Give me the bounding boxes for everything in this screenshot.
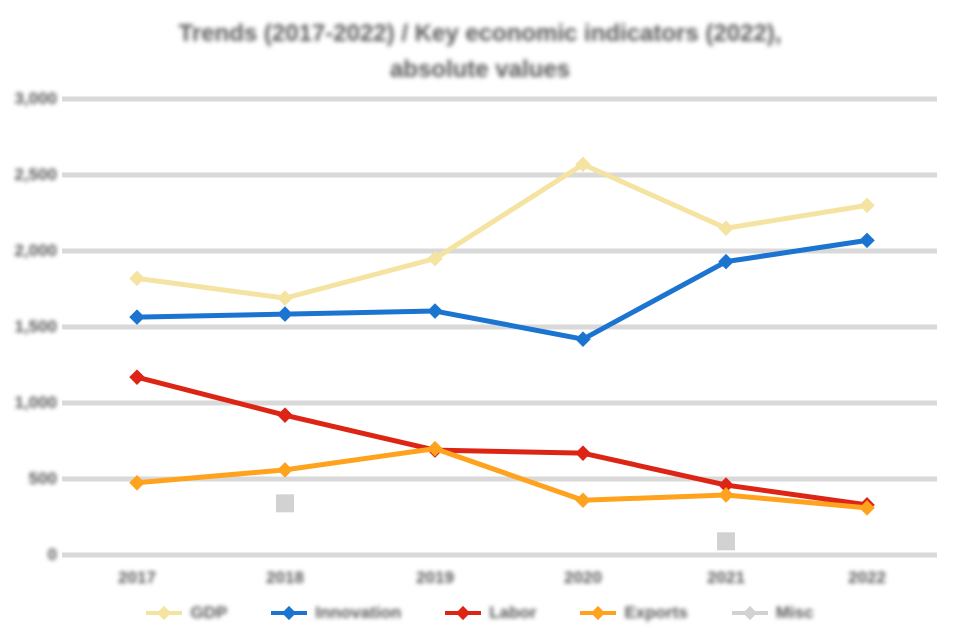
y-tick-label: 3,000: [14, 89, 57, 108]
legend-item-labor: Labor: [445, 603, 536, 623]
series-line-innovation: [134, 237, 870, 342]
legend-item-gdp: GDP: [146, 603, 227, 623]
gridline: [62, 172, 937, 178]
chart-legend: GDP Innovation Labor Exports Misc: [0, 603, 960, 623]
gridline: [62, 400, 937, 406]
series-marker-gdp: [575, 156, 591, 173]
gridline: [62, 96, 937, 102]
gridline: [62, 248, 937, 254]
legend-label: GDP: [190, 603, 228, 622]
x-tick-label: 2017: [118, 568, 156, 587]
series-marker-innovation: [427, 303, 443, 319]
series-marker-gdp: [859, 197, 875, 214]
legend-label: Labor: [489, 603, 537, 622]
x-tick-label: 2018: [266, 568, 304, 587]
series-marker-labor: [277, 407, 293, 423]
legend-marker-icon: [146, 603, 183, 623]
series-marker-exports: [129, 475, 145, 491]
series-marker-gdp: [277, 290, 293, 306]
y-tick-label: 1,000: [14, 393, 57, 412]
series-marker-exports: [718, 487, 734, 503]
series-marker-exports: [575, 492, 591, 509]
series-marker-labor: [575, 445, 591, 461]
legend-item-misc: Misc: [731, 603, 814, 623]
y-tick-label: 2,000: [14, 241, 57, 260]
legend-label: Misc: [775, 603, 814, 622]
series-line-gdp: [134, 161, 870, 301]
chart-title-line1: Trends (2017-2022) / Key economic indica…: [178, 20, 782, 47]
legend-marker-icon: [271, 603, 308, 623]
series-marker-gdp: [718, 220, 734, 236]
legend-label: Innovation: [315, 603, 402, 622]
x-tick-label: 2019: [416, 568, 454, 587]
gridline: [62, 552, 937, 558]
x-tick-label: 2020: [564, 568, 602, 587]
legend-marker-icon: [445, 603, 482, 623]
chart-title-line2: absolute values: [389, 56, 571, 83]
legend-item-innovation: Innovation: [271, 603, 401, 623]
series-marker-exports: [427, 440, 443, 457]
series-marker-exports: [277, 462, 293, 478]
legend-item-exports: Exports: [580, 603, 688, 623]
series-marker-innovation: [129, 309, 145, 325]
y-tick-label: 2,500: [14, 165, 57, 184]
series-marker-gdp: [129, 270, 145, 287]
legend-marker-icon: [580, 603, 617, 623]
y-tick-label: 1,500: [14, 317, 57, 336]
y-tick-label: 0: [47, 545, 57, 564]
series-marker-innovation: [859, 232, 875, 249]
gridline: [62, 476, 937, 482]
legend-label: Exports: [624, 603, 688, 622]
series-marker-labor: [129, 369, 145, 385]
gridline: [62, 324, 937, 330]
series-line-exports: [134, 446, 870, 511]
y-tick-label: 500: [28, 469, 57, 488]
x-tick-label: 2021: [707, 568, 745, 587]
series-marker-innovation: [277, 306, 293, 322]
series-line-labor: [134, 374, 870, 508]
series-marker-misc: [276, 494, 294, 513]
series-marker-misc: [717, 532, 735, 551]
legend-marker-icon: [731, 603, 768, 623]
x-tick-label: 2022: [848, 568, 886, 587]
